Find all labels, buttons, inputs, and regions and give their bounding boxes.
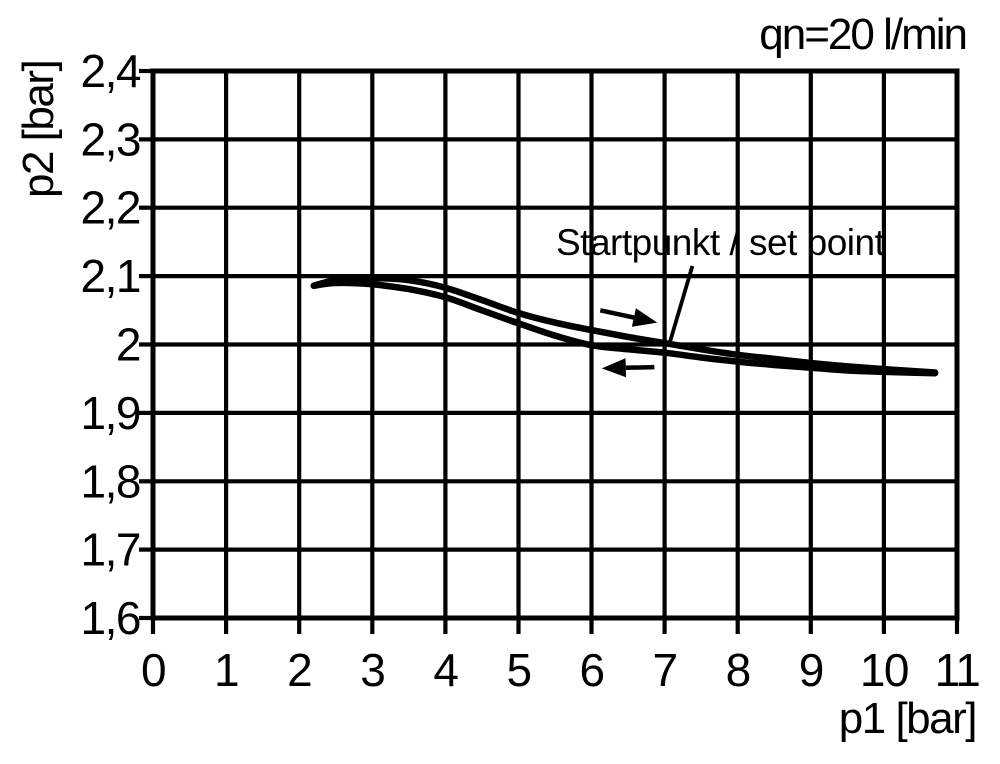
x-tick-label: 0 (141, 644, 165, 696)
forward-direction-arrow-shaft (599, 308, 635, 320)
x-tick-label: 4 (433, 644, 458, 696)
x-tick-label: 1 (214, 644, 238, 696)
x-tick-label: 3 (360, 644, 384, 696)
x-tick-label: 11 (935, 644, 980, 696)
y-tick-label: 1,9 (81, 387, 140, 439)
x-tick-label: 9 (799, 644, 823, 696)
y-tick-label: 1,8 (81, 455, 140, 507)
x-tick-label: 6 (579, 644, 603, 696)
plot-frame (150, 68, 960, 621)
x-tick-label: 7 (653, 644, 677, 696)
series-curve-return (310, 279, 939, 377)
y-tick-label: 2,4 (81, 45, 141, 97)
series-curve-forward (310, 274, 939, 376)
y-tick-label: 1,7 (81, 524, 140, 576)
return-direction-arrow-shaft (625, 364, 655, 371)
setpoint-annotation: Startpunkt / set point (556, 222, 885, 263)
x-tick-label: 2 (287, 644, 311, 696)
y-tick-label: 2,3 (81, 113, 140, 165)
y-tick-label: 2,1 (81, 250, 140, 302)
flow-rate-label: qn=20 l/min (759, 10, 968, 59)
return-direction-arrow-head (601, 358, 626, 378)
annotation-leader-line (667, 265, 695, 346)
y-axis-title: p2 [bar] (14, 60, 63, 198)
x-tick-label: 8 (726, 644, 750, 696)
y-tick-label: 2 (116, 319, 140, 371)
x-axis-title: p1 [bar] (838, 694, 978, 743)
x-tick-label: 5 (506, 644, 530, 696)
y-tick-label: 2,2 (81, 182, 140, 234)
forward-direction-arrow-head (631, 308, 658, 327)
x-tick-label: 10 (860, 644, 908, 696)
y-tick-label: 1,6 (81, 592, 140, 644)
